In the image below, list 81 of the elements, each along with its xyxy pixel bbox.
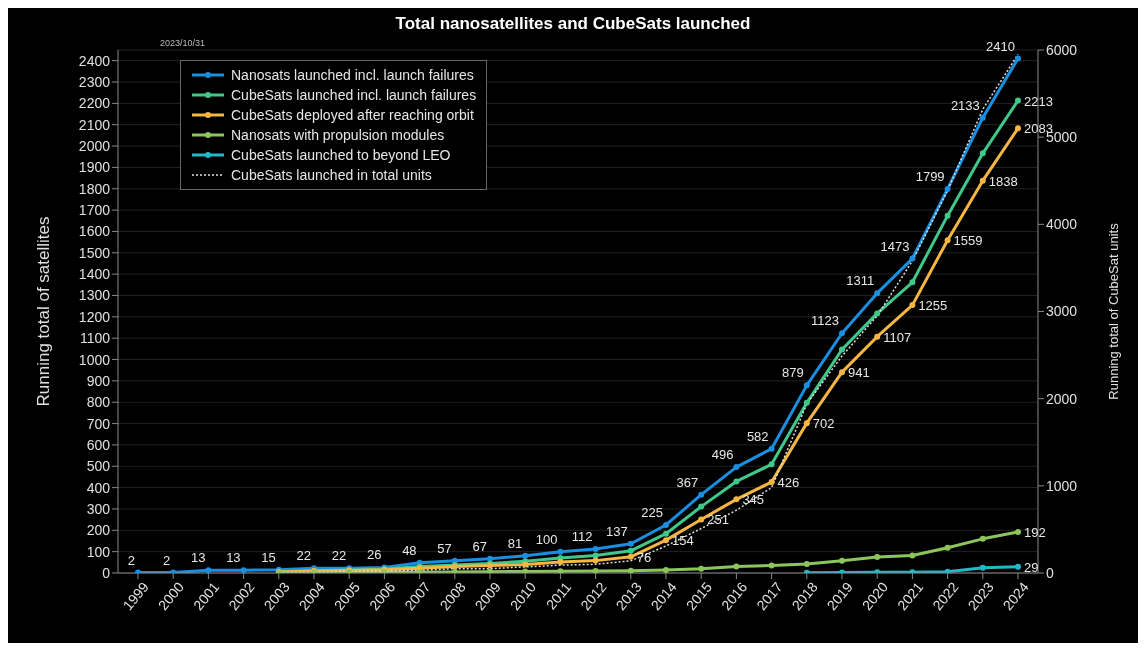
y-tick-label: 2000 xyxy=(78,138,111,155)
data-label: 251 xyxy=(707,512,729,528)
y-tick-label: 2300 xyxy=(78,73,111,90)
y-tick-label: 1400 xyxy=(78,266,111,283)
data-label: 26 xyxy=(366,547,382,563)
y2-tick-label: 3000 xyxy=(1046,303,1078,320)
data-label: 67 xyxy=(472,538,487,554)
y-tick-label: 400 xyxy=(86,479,111,496)
y-tick-label: 1200 xyxy=(78,308,111,325)
data-label: 57 xyxy=(437,540,452,556)
data-label: 13 xyxy=(190,550,206,566)
y-tick-label: 1600 xyxy=(78,223,111,240)
data-label: 192 xyxy=(1024,525,1046,541)
y-tick-label: 1900 xyxy=(78,159,111,176)
y-tick-label: 2200 xyxy=(78,95,111,112)
data-label: 13 xyxy=(226,550,241,566)
y-tick-label: 700 xyxy=(86,415,111,432)
y-tick-label: 900 xyxy=(86,372,111,389)
data-label: 2 xyxy=(162,552,171,568)
data-label: 496 xyxy=(711,447,734,463)
data-label: 22 xyxy=(296,548,311,564)
data-label: 879 xyxy=(782,365,804,381)
legend-label: CubeSats launched incl. launch failures xyxy=(231,86,477,105)
y-tick-label: 1300 xyxy=(78,287,111,304)
data-label: 1473 xyxy=(880,238,910,254)
data-label: 154 xyxy=(672,533,694,549)
data-label: 76 xyxy=(636,549,652,565)
data-label: 702 xyxy=(812,416,835,432)
y2-tick-label: 4000 xyxy=(1046,216,1078,233)
legend-label: CubeSats launched in total units xyxy=(231,166,432,185)
legend-label: Nanosats launched incl. launch failures xyxy=(231,66,474,85)
y-tick-label: 1500 xyxy=(78,244,111,261)
legend-label: CubeSats deployed after reaching orbit xyxy=(231,106,474,125)
data-label: 137 xyxy=(606,523,628,539)
data-label: 22 xyxy=(331,548,347,564)
data-label: 345 xyxy=(742,492,765,508)
y-tick-label: 2100 xyxy=(78,116,111,133)
data-label: 48 xyxy=(402,542,417,558)
y-axis-title: Running total of satellites xyxy=(34,216,54,407)
data-label: 2213 xyxy=(1024,93,1053,109)
legend-label: CubeSats launched to beyond LEO xyxy=(231,146,451,165)
data-label: 15 xyxy=(261,549,276,565)
data-label: 1123 xyxy=(811,313,839,329)
y-tick-label: 0 xyxy=(102,564,111,581)
y-tick-label: 2400 xyxy=(78,52,111,69)
y-tick-label: 1100 xyxy=(79,330,111,347)
data-label: 1799 xyxy=(915,168,945,184)
y-tick-label: 1000 xyxy=(78,351,111,368)
data-label: 2133 xyxy=(950,97,980,113)
y2-tick-label: 6000 xyxy=(1046,41,1078,58)
y-tick-label: 1700 xyxy=(78,202,111,219)
y-tick-label: 1800 xyxy=(78,180,111,197)
text: 2023/10/31 xyxy=(160,38,206,48)
y2-tick-label: 1000 xyxy=(1046,477,1078,494)
y-tick-label: 800 xyxy=(86,394,111,411)
y2-tick-label: 2000 xyxy=(1046,390,1078,407)
data-label: 1838 xyxy=(988,173,1018,189)
legend-label: Nanosats with propulsion modules xyxy=(231,126,445,145)
data-label: 112 xyxy=(571,529,593,545)
data-label: 1559 xyxy=(953,233,983,249)
data-label: 100 xyxy=(535,531,558,547)
y-tick-label: 600 xyxy=(86,436,111,453)
data-label: 367 xyxy=(676,474,699,490)
y2-tick-label: 0 xyxy=(1046,564,1054,581)
data-label: 225 xyxy=(641,504,663,520)
data-label: 1255 xyxy=(918,298,948,314)
y2-axis-title: Running total of CubeSat units xyxy=(1105,222,1121,400)
data-label: 2410 xyxy=(986,38,1015,54)
y-tick-label: 300 xyxy=(86,500,111,517)
data-label: 941 xyxy=(848,365,870,381)
data-label: 29 xyxy=(1024,559,1039,575)
y-tick-label: 200 xyxy=(86,522,111,539)
data-label: 81 xyxy=(507,535,523,551)
data-label: 2 xyxy=(127,552,135,568)
data-label: 426 xyxy=(777,475,800,491)
y-tick-label: 500 xyxy=(86,458,111,475)
data-label: 582 xyxy=(746,428,769,444)
y-tick-label: 100 xyxy=(86,543,111,560)
data-label: 1311 xyxy=(846,273,875,289)
chart-title: Total nanosatellites and CubeSats launched xyxy=(394,14,752,34)
data-label: 1107 xyxy=(883,329,912,345)
